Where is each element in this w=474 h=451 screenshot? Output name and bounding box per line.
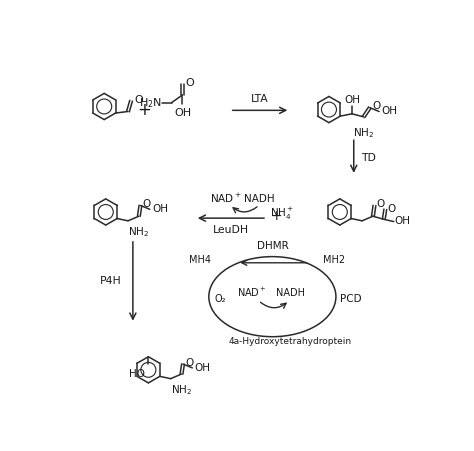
Text: O: O <box>134 95 143 105</box>
Text: O: O <box>388 203 396 213</box>
Text: NH$_2$: NH$_2$ <box>171 383 192 397</box>
Text: HO: HO <box>129 369 145 379</box>
Text: OH: OH <box>152 204 168 214</box>
Text: MH2: MH2 <box>323 255 345 266</box>
Text: NAD$^+$: NAD$^+$ <box>210 192 242 205</box>
Text: O: O <box>185 358 193 368</box>
Text: NH$_4^+$: NH$_4^+$ <box>270 206 294 221</box>
Text: H$_2$N: H$_2$N <box>138 96 162 110</box>
Text: TD: TD <box>362 153 376 163</box>
Text: O: O <box>143 199 151 209</box>
Text: NH$_2$: NH$_2$ <box>353 126 374 140</box>
Text: OH: OH <box>195 363 210 373</box>
Text: LTA: LTA <box>251 94 269 104</box>
Text: 4a-Hydroxytetrahydroptein: 4a-Hydroxytetrahydroptein <box>228 337 351 346</box>
Text: +: + <box>271 209 282 223</box>
Text: OH: OH <box>344 95 360 105</box>
Text: NADH: NADH <box>244 194 274 204</box>
Text: PCD: PCD <box>340 294 361 304</box>
Text: DHMR: DHMR <box>256 241 288 251</box>
Text: LeuDH: LeuDH <box>212 225 248 235</box>
Text: O₂: O₂ <box>215 294 226 304</box>
Text: OH: OH <box>382 106 397 116</box>
Text: O: O <box>186 78 194 88</box>
Text: OH: OH <box>174 108 191 118</box>
Text: O: O <box>372 101 380 111</box>
Text: NH$_2$: NH$_2$ <box>128 226 149 239</box>
Text: NAD$^+$: NAD$^+$ <box>237 286 266 299</box>
Text: P4H: P4H <box>100 276 121 286</box>
Text: NADH: NADH <box>276 288 305 298</box>
Text: +: + <box>137 101 151 120</box>
Text: MH4: MH4 <box>189 255 211 266</box>
Text: OH: OH <box>395 216 410 226</box>
Text: O: O <box>377 199 385 209</box>
